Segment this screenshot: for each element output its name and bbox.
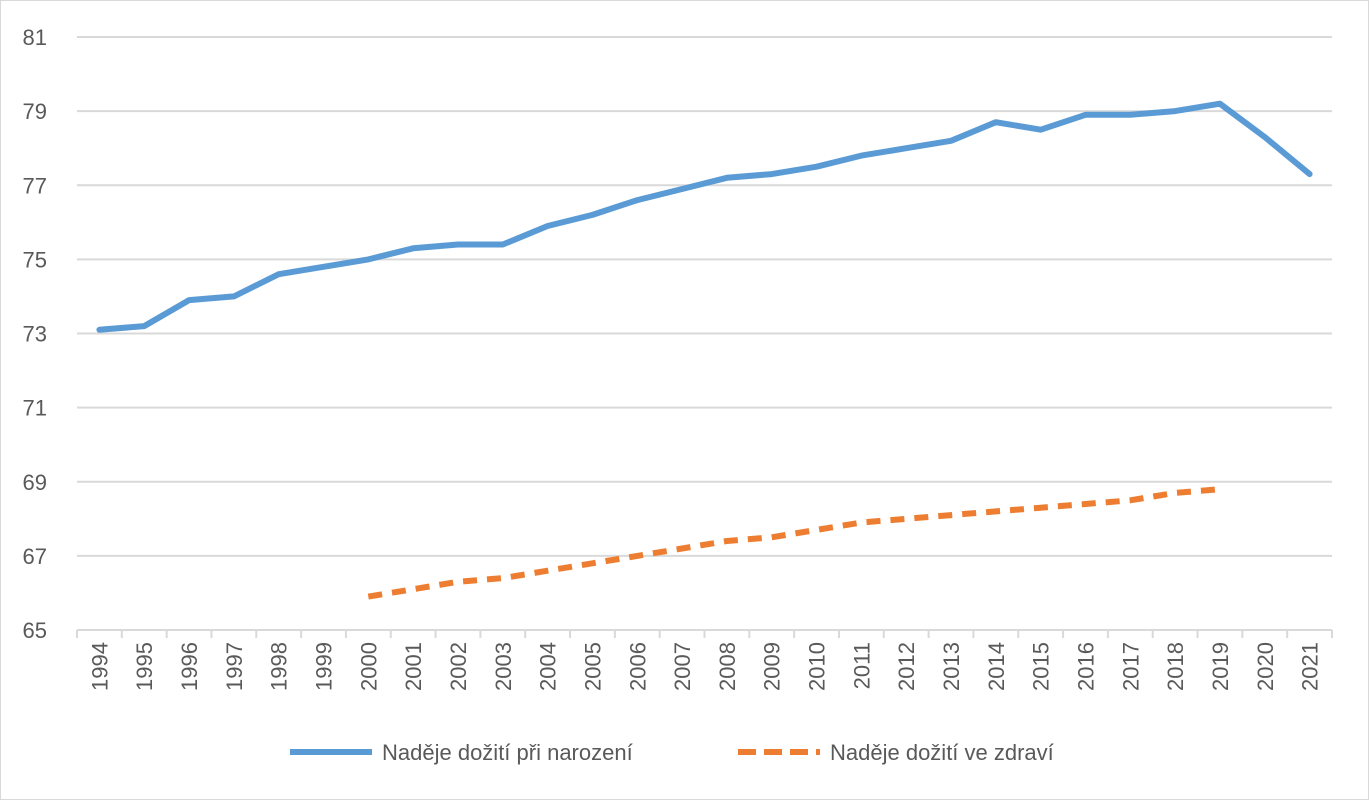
x-tick-label: 2000 [356, 642, 381, 691]
legend-label-1: Naděje dožití při narození [382, 740, 633, 765]
x-tick-label: 2011 [849, 642, 874, 689]
x-tick-label: 2012 [894, 642, 919, 691]
y-tick-label: 77 [23, 173, 47, 198]
y-tick-label: 81 [23, 25, 47, 50]
x-tick-label: 1996 [177, 642, 202, 691]
x-tick-label: 2009 [760, 642, 785, 691]
series-line-2 [367, 486, 1221, 600]
x-tick-label: 2003 [491, 642, 516, 691]
y-tick-label: 67 [23, 544, 47, 569]
x-tick-label: 2020 [1253, 642, 1278, 691]
y-tick-label: 73 [23, 322, 47, 347]
x-tick-label: 2001 [401, 642, 426, 691]
x-tick-label: 1995 [132, 642, 157, 691]
x-tick-label: 2021 [1298, 642, 1323, 691]
y-tick-label: 79 [23, 99, 47, 124]
x-tick-label: 2014 [984, 642, 1009, 691]
series-lines [96, 100, 1313, 600]
legend-label-2: Naděje dožití ve zdraví [830, 740, 1054, 765]
x-tick-label: 2019 [1208, 642, 1233, 691]
x-tick-label: 2008 [715, 642, 740, 691]
y-axis-ticks: 65 67 69 71 73 75 77 79 81 [23, 25, 47, 643]
x-tick-label: 2007 [670, 642, 695, 691]
x-tick-label: 2016 [1073, 642, 1098, 691]
x-tick-label: 2018 [1163, 642, 1188, 691]
y-tick-label: 75 [23, 247, 47, 272]
legend: Naděje dožití při narození Naděje dožití … [290, 740, 1054, 765]
x-tick-label: 2005 [580, 642, 605, 691]
x-tick-label: 2004 [536, 642, 561, 691]
x-tick-label: 1999 [312, 642, 337, 691]
series-line-1 [96, 100, 1313, 333]
x-tick-label: 2015 [1029, 642, 1054, 691]
x-tick-label: 1997 [222, 642, 247, 691]
x-tick-label: 1994 [87, 642, 112, 691]
x-tick-label: 2010 [805, 642, 830, 691]
x-tick-label: 2013 [939, 642, 964, 691]
x-axis-ticks: 1994 1995 1996 1997 1998 1999 2000 2001 2002 2003… [87, 642, 1322, 691]
x-tick-label: 2017 [1118, 642, 1143, 691]
x-tick-label: 2002 [446, 642, 471, 691]
y-tick-label: 65 [23, 618, 47, 643]
x-tick-label: 2006 [625, 642, 650, 691]
y-tick-label: 69 [23, 470, 47, 495]
y-tick-label: 71 [23, 396, 47, 421]
x-tick-label: 1998 [267, 642, 292, 691]
x-axis [76, 629, 1333, 638]
